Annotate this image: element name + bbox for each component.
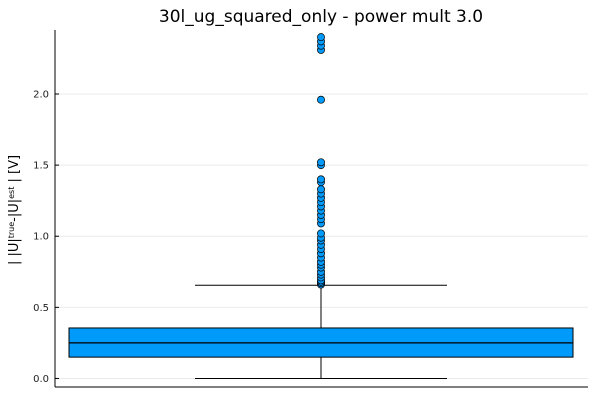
y-tick-label: 1.0 [33,232,49,243]
y-tick-label: 0.0 [33,374,49,385]
outlier-point [317,33,325,42]
outlier-point [317,158,325,167]
outlier-point [317,229,325,238]
y-label-superscript: est [7,187,16,199]
y-tick-label: 2.0 [33,90,49,101]
outlier-point [317,175,325,184]
y-label-segment: -|U| [7,199,22,222]
y-tick-label: 0.5 [33,303,49,314]
y-tick-labels: 0.0 0.5 1.0 1.5 2.0 [33,90,49,385]
y-label-superscript: true [7,222,16,238]
y-axis-label: | |U|true-|U|est | [V] [7,155,23,265]
chart-title: 30l_ug_squared_only - power mult 3.0 [159,7,483,27]
y-label-segment: | |U| [7,238,22,265]
axes [54,30,588,388]
y-label-segment: | [V] [7,155,22,187]
plot-area [68,33,574,379]
outlier-point [317,95,325,104]
y-tick-label: 1.5 [33,161,49,172]
outlier-point [317,185,325,194]
